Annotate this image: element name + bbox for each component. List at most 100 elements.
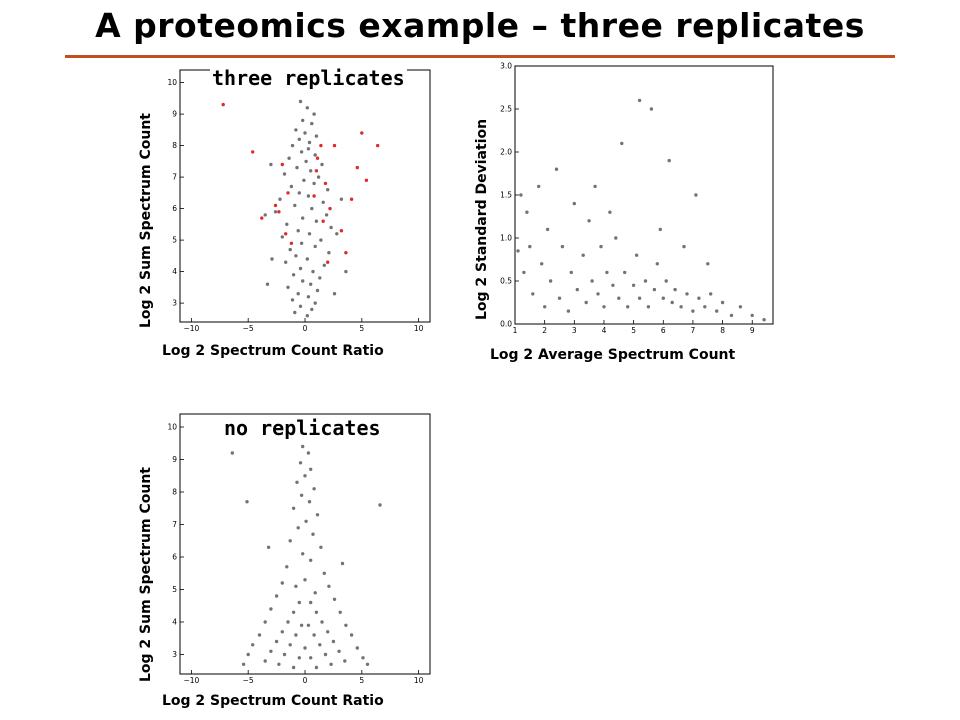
plot-frame xyxy=(179,69,431,323)
slide-title: A proteomics example – three replicates xyxy=(95,6,865,45)
data-point xyxy=(305,314,309,318)
data-point xyxy=(291,665,296,670)
data-point xyxy=(299,241,304,245)
y-tick-label: 2.5 xyxy=(500,105,512,114)
y-tick-label: 4 xyxy=(172,267,177,276)
data-point xyxy=(365,662,370,666)
data-point xyxy=(646,305,651,309)
x-tick-label: 8 xyxy=(720,326,725,335)
data-point xyxy=(560,244,565,249)
data-point xyxy=(246,652,250,657)
data-point xyxy=(340,561,345,566)
highlighted-data-point xyxy=(277,210,281,214)
data-point xyxy=(655,262,659,266)
data-point xyxy=(285,222,289,226)
x-tick-label: 2 xyxy=(542,326,547,335)
data-point xyxy=(637,296,642,300)
highlighted-data-point xyxy=(332,143,337,148)
data-point xyxy=(667,158,671,163)
data-point xyxy=(299,150,304,154)
data-point xyxy=(306,147,311,151)
y-tick-label: 0.5 xyxy=(500,277,512,286)
data-point xyxy=(566,309,571,313)
data-point xyxy=(301,216,305,220)
data-point xyxy=(265,282,270,286)
data-point xyxy=(344,623,348,627)
data-point xyxy=(284,260,288,264)
data-point xyxy=(322,571,326,575)
y-tick-label: 9 xyxy=(172,110,177,119)
data-point xyxy=(691,309,695,313)
data-point xyxy=(295,165,299,170)
data-point xyxy=(274,594,279,598)
data-point xyxy=(608,210,612,214)
data-point xyxy=(295,480,299,484)
data-point xyxy=(661,296,665,300)
data-point xyxy=(288,247,292,252)
data-point xyxy=(643,279,648,283)
data-point xyxy=(319,545,323,549)
data-point xyxy=(311,532,315,536)
data-point xyxy=(516,249,520,253)
data-point xyxy=(545,227,550,232)
highlighted-data-point xyxy=(273,203,278,208)
data-point xyxy=(298,266,303,271)
data-point xyxy=(280,581,284,585)
data-point xyxy=(290,298,295,302)
data-point xyxy=(309,467,313,471)
data-point xyxy=(720,300,725,305)
data-point xyxy=(312,487,316,491)
data-point xyxy=(729,313,734,318)
data-point xyxy=(378,503,382,507)
data-point xyxy=(263,213,267,217)
highlighted-data-point xyxy=(323,181,328,186)
highlighted-data-point xyxy=(355,165,359,170)
data-point xyxy=(296,292,300,296)
data-point xyxy=(620,141,624,146)
data-point xyxy=(291,273,296,277)
y-tick-label: 0.0 xyxy=(500,320,512,329)
data-point xyxy=(263,659,267,663)
no-replicates-scatter-plot: −10 −5 0 5 10 3 4 5 6 7 8 9 10 xyxy=(167,413,431,685)
data-point xyxy=(304,159,308,164)
data-point xyxy=(269,649,273,653)
data-point xyxy=(316,175,321,179)
data-point xyxy=(652,287,657,292)
data-point xyxy=(631,283,636,287)
data-point xyxy=(309,169,313,173)
data-point xyxy=(602,305,606,309)
data-point xyxy=(575,287,579,292)
y-tick-label: 2.0 xyxy=(500,148,512,157)
data-point xyxy=(355,646,359,650)
data-point xyxy=(280,630,284,634)
data-point xyxy=(293,203,297,208)
data-point xyxy=(314,665,319,670)
data-point xyxy=(297,656,301,660)
plot1-x-axis-label: Log 2 Spectrum Count Ratio xyxy=(162,343,384,359)
data-point xyxy=(309,656,313,660)
data-point xyxy=(623,270,627,275)
data-point xyxy=(269,162,273,167)
data-point xyxy=(332,597,337,601)
data-point xyxy=(679,305,683,309)
data-point xyxy=(294,128,298,132)
data-point xyxy=(614,236,618,240)
data-point xyxy=(522,270,526,275)
data-point xyxy=(301,279,305,283)
data-point xyxy=(329,662,333,666)
highlighted-data-point xyxy=(315,156,320,160)
data-point xyxy=(309,600,313,605)
data-point xyxy=(274,639,279,644)
y-tick-label: 1.5 xyxy=(500,191,512,200)
y-tick-label: 1.0 xyxy=(500,234,512,243)
highlighted-data-point xyxy=(321,219,325,223)
x-tick-label: 5 xyxy=(631,326,636,335)
x-tick-label: −10 xyxy=(183,324,199,333)
data-point xyxy=(285,565,289,569)
data-point xyxy=(315,288,320,293)
data-point xyxy=(312,112,316,116)
data-point xyxy=(715,309,719,313)
x-tick-label: −5 xyxy=(243,676,254,685)
x-tick-label: 9 xyxy=(750,326,755,335)
data-point xyxy=(301,118,305,123)
